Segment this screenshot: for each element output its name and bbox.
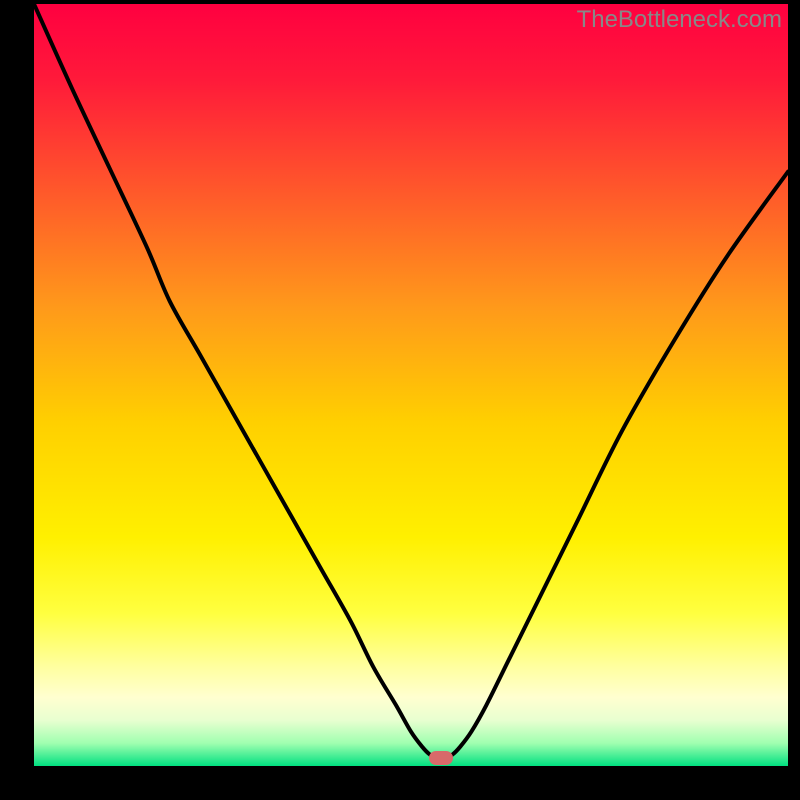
chart-container: TheBottleneck.com — [0, 0, 800, 800]
bottleneck-curve — [34, 4, 788, 766]
watermark-text: TheBottleneck.com — [577, 6, 782, 34]
optimal-point-marker — [429, 751, 453, 765]
plot-area — [34, 4, 788, 766]
curve-path — [34, 4, 788, 759]
